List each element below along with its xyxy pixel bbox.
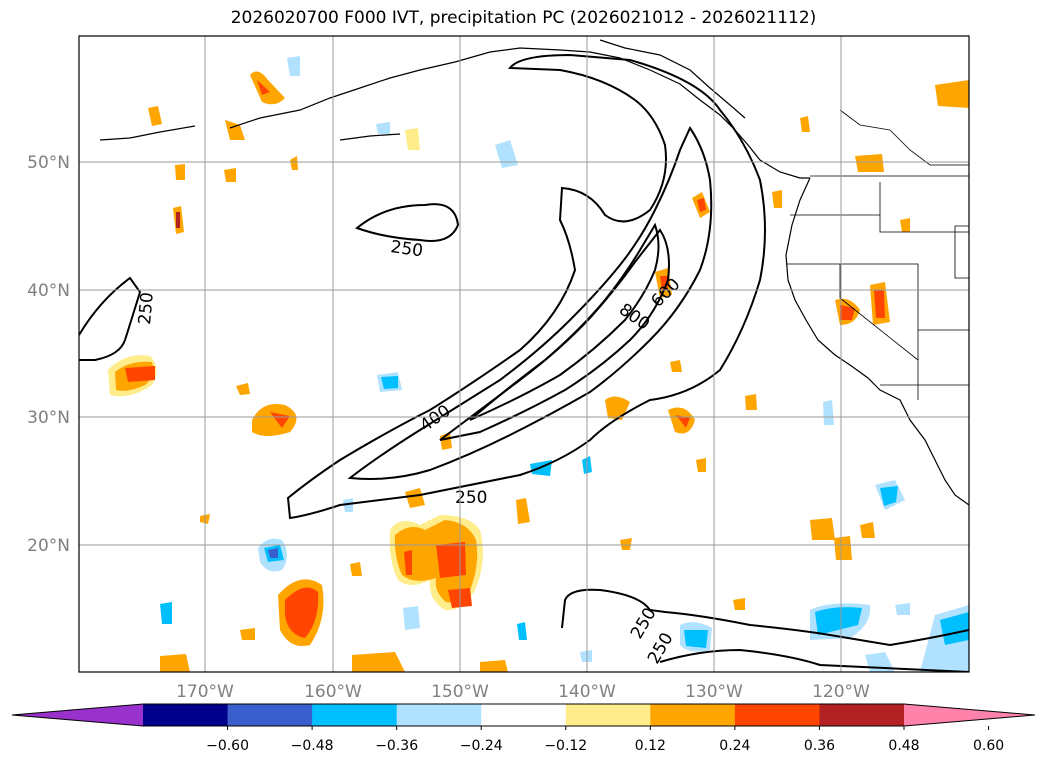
colorbar-cell: [565, 704, 651, 726]
colorbar-ticks: −0.60 −0.48 −0.36 −0.24 −0.12 0.12 0.24 0.36 0.4…: [206, 726, 1004, 754]
contour-labels: 250 250 400 800 600 250 250 250: [135, 237, 684, 667]
longitude-labels: 170°W 160°W 150°W 140°W 130°W 120°W: [176, 682, 870, 702]
ivt-contour-250-south-inner: [659, 648, 969, 672]
gridlines: [79, 36, 969, 672]
colorbar-extend-low: [12, 704, 143, 726]
colorbar-cell: [650, 704, 736, 726]
lon-label: 170°W: [176, 682, 234, 702]
lat-label: 20°N: [27, 536, 70, 556]
colorbar-cell: [481, 704, 567, 726]
lon-label: 150°W: [431, 682, 489, 702]
ivt-contour-250-isle: [355, 203, 460, 242]
ivt-contour-250-west: [79, 276, 142, 361]
lon-label: 160°W: [304, 682, 362, 702]
colorbar-tick-label: 0.36: [804, 738, 835, 754]
colorbar-tick-label: 0.12: [635, 738, 666, 754]
state-borders: [786, 109, 969, 400]
map-area: 250 250 400 800 600 250 250 250: [79, 36, 969, 672]
map-title: 2026020700 F000 IVT, precipitation PC (2…: [230, 8, 817, 28]
colorbar-tick-label: −0.12: [544, 738, 587, 754]
colorbar-cell: [227, 704, 313, 726]
colorbar-tick-label: −0.48: [291, 738, 334, 754]
latitude-labels: 50°N 40°N 30°N 20°N: [27, 153, 70, 556]
ivt-contour-250-main: [286, 53, 766, 520]
colorbar-tick-label: 0.24: [719, 738, 750, 754]
colorbar-tick-label: −0.60: [206, 738, 249, 754]
colorbar-tick-label: 0.60: [973, 738, 1004, 754]
lon-label: 140°W: [558, 682, 616, 702]
coastlines: [99, 39, 969, 506]
contour-label: 250: [135, 291, 158, 325]
ivt-contour-400: [347, 125, 713, 480]
colorbar-outline: [11, 703, 1036, 727]
colorbar: −0.60 −0.48 −0.36 −0.24 −0.12 0.12 0.24 0.36 0.4…: [11, 703, 1036, 754]
colorbar-extend-high: [904, 704, 1035, 726]
colorbar-cell: [312, 704, 398, 726]
lon-label: 130°W: [685, 682, 743, 702]
ivt-contour-600: [439, 228, 670, 441]
map-frame: [78, 35, 970, 673]
contour-label: 800: [615, 300, 653, 335]
colorbar-cell: [734, 704, 820, 726]
colorbar-cell: [396, 704, 482, 726]
ivt-contours: [79, 53, 969, 672]
lat-label: 50°N: [27, 153, 70, 173]
colorbar-tick-label: −0.36: [375, 738, 418, 754]
colorbar-cell: [143, 704, 229, 726]
colorbar-cell: [819, 704, 905, 726]
colorbar-tick-label: 0.48: [888, 738, 919, 754]
contour-label: 250: [389, 237, 424, 261]
contour-label: 250: [455, 488, 487, 508]
contour-label: 250: [644, 629, 678, 667]
contour-label: 400: [416, 401, 454, 436]
lat-label: 40°N: [27, 281, 70, 301]
colorbar-tick-label: −0.24: [460, 738, 503, 754]
ivt-contour-250-south: [561, 588, 969, 647]
lon-label: 120°W: [812, 682, 870, 702]
colorbar-cells: [12, 704, 1035, 726]
lat-label: 30°N: [27, 408, 70, 428]
